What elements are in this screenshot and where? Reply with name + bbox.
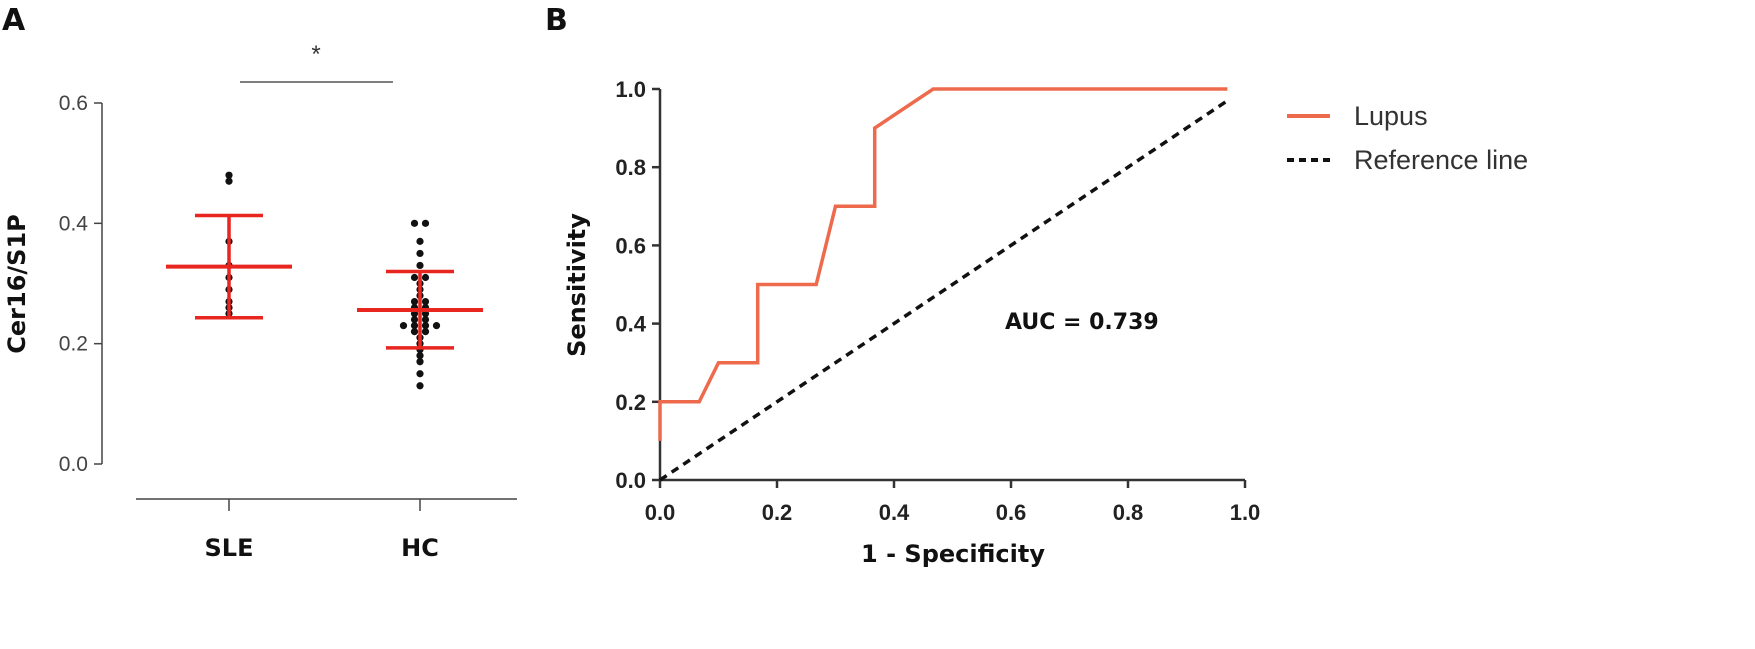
x-tick-label: 0.8 [1113, 500, 1144, 525]
category-label: HC [401, 534, 439, 562]
y-tick-label: 0.2 [615, 390, 646, 415]
panel-b-roc-curve: B 0.0 0.2 0.4 0.6 0.8 1.0 0.0 0.2 0.4 0.6 0.8 1.0 A… [545, 3, 1528, 568]
data-point [416, 261, 424, 270]
y-tick-label: 0.8 [615, 155, 646, 180]
panel-b-y-axis-title: Sensitivity [563, 213, 591, 357]
category-label: SLE [205, 534, 254, 562]
y-tick-label: 0.4 [615, 312, 646, 337]
data-point [421, 219, 430, 227]
data-point [421, 328, 430, 336]
data-point [416, 237, 424, 245]
data-point [399, 322, 408, 330]
data-point [416, 358, 424, 366]
auc-annotation: AUC = 0.739 [1005, 310, 1159, 335]
panel-a-axes [101, 103, 517, 500]
legend-label-lupus: Lupus [1354, 101, 1428, 131]
panel-b-x-axis-title: 1 - Specificity [861, 540, 1045, 568]
data-point [416, 382, 424, 390]
panel-a-mean-sd [166, 213, 483, 350]
y-tick-label: 0.6 [615, 233, 646, 258]
panel-a-dot-plot: A 0.0 0.2 0.4 0.6 SLE HC * Cer16/S1P [2, 3, 517, 562]
data-point [410, 328, 419, 336]
legend: Lupus Reference line [1287, 101, 1528, 175]
data-point [421, 273, 430, 282]
panel-a-y-axis-title: Cer16/S1P [3, 214, 31, 353]
panel-b-ticks: 0.0 0.2 0.4 0.6 0.8 1.0 0.0 0.2 0.4 0.6 0.8 1.0 [615, 77, 1260, 525]
data-point [410, 316, 419, 324]
panel-label-a: A [2, 3, 26, 38]
data-point [225, 177, 233, 185]
data-point [410, 322, 419, 330]
panel-a-categories: SLE HC [205, 499, 439, 562]
x-tick-label: 0.2 [762, 500, 793, 525]
data-point [410, 219, 419, 227]
panel-b-series [658, 87, 1229, 482]
data-point [432, 322, 441, 330]
x-tick-label: 0.0 [645, 500, 676, 525]
data-point [410, 273, 419, 282]
y-tick-label: 0.0 [615, 468, 646, 493]
data-point [421, 316, 430, 324]
x-tick-label: 1.0 [1230, 500, 1261, 525]
y-tick-label: 0.4 [59, 212, 89, 235]
x-tick-label: 0.4 [879, 500, 910, 525]
y-tick-label: 0.6 [59, 92, 88, 115]
data-point [421, 297, 430, 306]
y-tick-label: 0.0 [59, 453, 88, 476]
panel-a-y-ticks: 0.0 0.2 0.4 0.6 [59, 92, 102, 476]
panel-label-b: B [545, 3, 568, 38]
data-point [416, 370, 424, 378]
y-tick-label: 0.2 [59, 333, 88, 356]
panel-a-significance: * [240, 41, 393, 83]
x-tick-label: 0.6 [996, 500, 1027, 525]
data-point [410, 297, 419, 306]
data-point [416, 352, 424, 360]
reference-line [659, 99, 1229, 482]
significance-marker: * [311, 41, 320, 68]
data-point [225, 171, 233, 179]
roc-curve-lupus [658, 87, 1228, 441]
panel-a-points [225, 171, 441, 390]
data-point [421, 322, 430, 330]
y-tick-label: 1.0 [615, 77, 646, 102]
legend-label-reference: Reference line [1354, 145, 1528, 175]
data-point [416, 249, 424, 258]
